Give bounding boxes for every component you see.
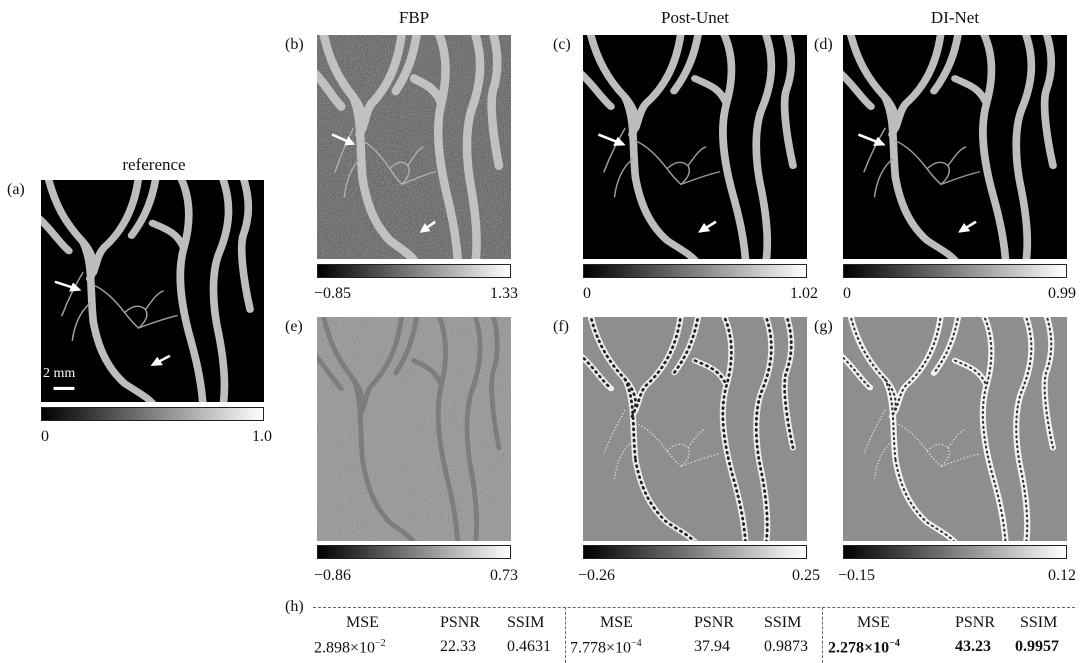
header-ssim-di-net: SSIM	[1020, 614, 1058, 631]
value-ssim-post-unet: 0.9873	[764, 638, 808, 655]
colorbar-b	[317, 264, 511, 278]
header-ssim-fbp: SSIM	[507, 614, 545, 631]
value-mse-post-unet: 7.778×10−4	[570, 638, 642, 657]
colorbar-b-min: −0.85	[314, 285, 352, 302]
arrow-icon	[958, 220, 977, 233]
arrow-icon	[597, 133, 626, 146]
column-title-fbp: FBP	[398, 8, 430, 27]
header-mse-di-net: MSE	[857, 614, 890, 631]
header-mse-fbp: MSE	[346, 614, 379, 631]
table-divider	[822, 607, 823, 663]
colorbar-a-min: 0	[41, 428, 49, 445]
colorbar-e	[317, 545, 511, 559]
value-psnr-post-unet: 37.94	[694, 638, 730, 655]
panel-g-di-net-error-image	[843, 317, 1067, 541]
panel-e-fbp-error-image	[317, 317, 511, 541]
colorbar-c-min: 0	[583, 285, 591, 302]
arrow-icon	[54, 280, 82, 292]
arrow-icon	[150, 354, 171, 367]
header-ssim-post-unet: SSIM	[764, 614, 802, 631]
colorbar-e-max: 0.73	[490, 567, 518, 584]
header-psnr-di-net: PSNR	[955, 614, 996, 631]
colorbar-b-max: 1.33	[490, 285, 518, 302]
colorbar-c	[583, 264, 807, 278]
colorbar-c-max: 1.02	[790, 285, 818, 302]
colorbar-d	[843, 264, 1067, 278]
colorbar-f-max: 0.25	[792, 567, 820, 584]
panel-label-a: (a)	[7, 181, 25, 198]
panel-label-g: (g)	[814, 318, 833, 335]
colorbar-g	[843, 545, 1067, 559]
header-mse-post-unet: MSE	[600, 614, 633, 631]
column-title-di-net: DI-Net	[930, 8, 980, 27]
arrow-icon	[857, 133, 886, 146]
header-psnr-post-unet: PSNR	[694, 614, 735, 631]
colorbar-f	[583, 545, 807, 559]
arrow-icon	[419, 220, 436, 233]
panel-b-fbp-image	[317, 35, 511, 259]
panel-label-f: (f)	[553, 318, 569, 335]
colorbar-a-max: 1.0	[252, 428, 272, 445]
value-mse-di-net: 2.278×10−4	[828, 638, 900, 657]
column-title-reference: reference	[122, 155, 186, 174]
scale-bar-label: 2 mm	[43, 366, 76, 381]
value-psnr-di-net: 43.23	[955, 638, 991, 655]
panel-f-post-unet-error-image	[583, 317, 807, 541]
panel-c-post-unet-image	[583, 35, 807, 259]
colorbar-d-min: 0	[843, 285, 851, 302]
table-top-rule	[313, 607, 1075, 608]
header-psnr-fbp: PSNR	[440, 614, 481, 631]
colorbar-e-min: −0.86	[314, 567, 352, 584]
panel-label-c: (c)	[553, 36, 571, 53]
colorbar-a	[41, 407, 264, 421]
arrow-icon	[698, 220, 717, 233]
value-mse-fbp: 2.898×10−2	[314, 638, 386, 657]
value-ssim-di-net: 0.9957	[1015, 638, 1059, 655]
arrow-icon	[331, 133, 356, 146]
panel-label-b: (b)	[285, 36, 304, 53]
column-title-post-unet: Post-Unet	[661, 8, 729, 27]
colorbar-d-max: 0.99	[1048, 285, 1076, 302]
table-divider	[565, 607, 566, 663]
colorbar-g-min: −0.15	[838, 567, 876, 584]
colorbar-f-min: −0.26	[578, 567, 616, 584]
value-psnr-fbp: 22.33	[440, 638, 476, 655]
panel-label-d: (d)	[814, 36, 833, 53]
panel-a-reference-image: 2 mm	[41, 180, 264, 402]
value-ssim-fbp: 0.4631	[507, 638, 551, 655]
panel-label-h: (h)	[285, 598, 304, 615]
panel-label-e: (e)	[285, 318, 303, 335]
panel-d-di-net-image	[843, 35, 1067, 259]
colorbar-g-max: 0.12	[1048, 567, 1076, 584]
